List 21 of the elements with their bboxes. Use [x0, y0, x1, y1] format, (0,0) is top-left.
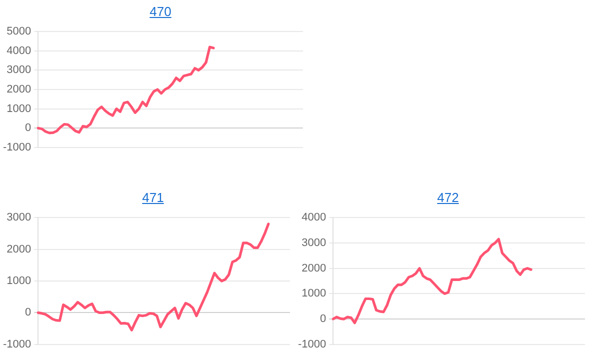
y-tick-label: -1000	[2, 338, 32, 350]
y-tick-label: 4000	[302, 212, 326, 224]
chart-title: 471	[141, 189, 165, 207]
chart-title: 470	[148, 3, 172, 21]
y-tick-label: 4000	[6, 44, 32, 57]
y-tick-label: 3000	[6, 212, 32, 224]
y-tick-label: 2000	[6, 243, 32, 256]
y-tick-label: 3000	[302, 236, 326, 249]
y-tick-label: 1000	[302, 288, 326, 300]
y-tick-label: 2000	[6, 84, 32, 96]
y-tick-label: 2000	[302, 262, 326, 274]
y-tick-label: 5000	[6, 26, 32, 38]
y-tick-label: 1000	[6, 275, 32, 288]
y-tick-label: -1000	[298, 338, 326, 350]
y-tick-label: -1000	[2, 141, 32, 154]
chart-title: 472	[436, 189, 460, 207]
y-tick-label: 1000	[6, 102, 32, 115]
y-tick-label: 0	[25, 122, 32, 134]
y-tick-label: 0	[25, 306, 32, 319]
y-tick-label: 3000	[6, 64, 32, 76]
y-tick-label: 0	[320, 313, 326, 326]
